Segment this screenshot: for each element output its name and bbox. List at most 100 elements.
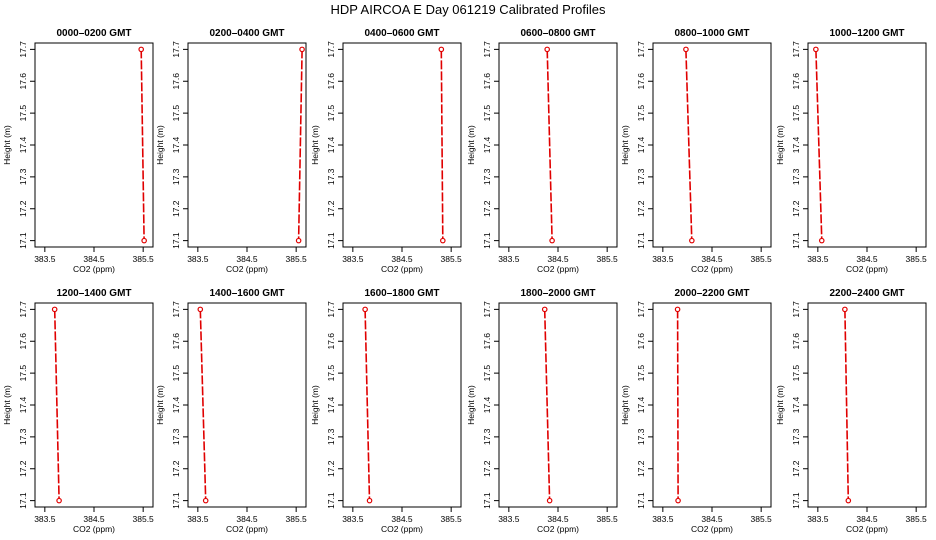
y-tick-label: 17.1	[791, 232, 801, 249]
y-tick-label: 17.5	[326, 365, 336, 382]
y-tick-label: 17.1	[482, 492, 492, 509]
data-point	[683, 46, 689, 53]
y-tick-label: 17.7	[482, 41, 492, 58]
y-tick-label: 17.3	[18, 168, 28, 185]
chart-panel-7: 1200–1400 GMT 383.5 384.5 385.5 17.1 17.2 17.3…	[2, 288, 154, 534]
y-tick-label: 17.7	[171, 301, 181, 318]
data-point	[295, 237, 302, 244]
data-point	[362, 306, 368, 313]
x-tick-label: 385.5	[597, 254, 619, 264]
y-tick-label: 17.4	[791, 396, 801, 413]
x-tick-label: 385.5	[751, 514, 773, 524]
y-tick-label: 17.5	[326, 105, 336, 122]
y-tick-label: 17.4	[326, 136, 336, 153]
y-tick-label: 17.3	[18, 428, 28, 445]
data-point	[842, 306, 848, 313]
y-tick-label: 17.5	[18, 365, 28, 382]
chart-panel-1: 0000–0200 GMT 383.5 384.5 385.5 17.1 17.2 17.3…	[2, 28, 154, 274]
y-tick-label: 17.1	[482, 232, 492, 249]
series-line	[53, 309, 60, 501]
y-tick-label: 17.6	[171, 333, 181, 350]
y-axis-label: Height (m)	[155, 125, 165, 165]
data-point	[141, 237, 147, 244]
plot-frame	[652, 42, 772, 248]
data-point	[544, 46, 550, 53]
x-tick-label: 384.5	[856, 254, 878, 264]
plot-frame	[652, 302, 772, 508]
y-tick-label: 17.7	[18, 301, 28, 318]
y-tick-label: 17.4	[18, 136, 28, 153]
y-tick-label: 17.4	[171, 136, 181, 153]
data-point	[813, 46, 819, 53]
y-tick-label: 17.6	[482, 73, 492, 90]
y-tick-label: 17.2	[18, 200, 28, 217]
data-point	[689, 237, 695, 244]
y-axis-label: Height (m)	[620, 385, 630, 425]
y-tick-label: 17.4	[482, 396, 492, 413]
y-tick-label: 17.4	[482, 136, 492, 153]
x-tick-label: 383.5	[342, 254, 364, 264]
y-tick-label: 17.6	[636, 73, 646, 90]
y-tick-label: 17.6	[636, 333, 646, 350]
x-axis-label: CO2 (ppm)	[537, 264, 579, 274]
series-line	[676, 309, 679, 501]
plot-frame	[187, 42, 307, 248]
x-tick-label: 385.5	[751, 254, 773, 264]
x-tick-label: 385.5	[597, 514, 619, 524]
y-tick-label: 17.2	[171, 200, 181, 217]
y-tick-label: 17.2	[482, 460, 492, 477]
y-tick-label: 17.1	[636, 492, 646, 509]
y-tick-label: 17.7	[482, 301, 492, 318]
panel-title: 1400–1600 GMT	[209, 288, 284, 299]
y-tick-label: 17.4	[171, 396, 181, 413]
plot-frame	[34, 302, 154, 508]
series-line	[199, 309, 207, 501]
panel-title: 2000–2200 GMT	[674, 288, 749, 299]
series-line	[364, 309, 371, 501]
y-tick-label: 17.5	[18, 105, 28, 122]
data-point	[197, 306, 204, 313]
y-tick-label: 17.7	[791, 301, 801, 318]
x-tick-label: 384.5	[547, 514, 569, 524]
plot-frame	[342, 302, 462, 508]
y-tick-label: 17.6	[791, 73, 801, 90]
data-point	[675, 497, 681, 504]
data-point	[138, 46, 145, 53]
plot-frame	[807, 302, 927, 508]
chart-panel-10: 1800–2000 GMT 383.5 384.5 385.5 17.1 17.2 17.3…	[466, 288, 618, 534]
y-tick-label: 17.4	[636, 396, 646, 413]
data-point	[438, 46, 445, 53]
y-tick-label: 17.3	[171, 428, 181, 445]
y-tick-label: 17.2	[326, 200, 336, 217]
x-tick-label: 383.5	[652, 254, 674, 264]
x-tick-label: 383.5	[498, 514, 520, 524]
data-point	[845, 497, 852, 504]
y-tick-label: 17.1	[18, 492, 28, 509]
figure-title: HDP AIRCOA E Day 061219 Calibrated Profi…	[330, 2, 606, 17]
series-line	[140, 49, 145, 241]
x-tick-label: 385.5	[906, 254, 928, 264]
x-axis-label: CO2 (ppm)	[691, 524, 733, 534]
series-line	[685, 49, 693, 241]
data-point	[202, 497, 209, 504]
y-tick-label: 17.3	[326, 168, 336, 185]
chart-panel-9: 1600–1800 GMT 383.5 384.5 385.5 17.1 17.2 17.3…	[310, 288, 462, 534]
panel-title: 0000–0200 GMT	[56, 28, 131, 39]
y-tick-label: 17.1	[636, 232, 646, 249]
x-tick-label: 385.5	[133, 254, 155, 264]
y-axis-label: Height (m)	[2, 125, 12, 165]
plot-frame	[34, 42, 154, 248]
x-axis-label: CO2 (ppm)	[381, 264, 423, 274]
y-tick-label: 17.2	[636, 460, 646, 477]
chart-panel-11: 2000–2200 GMT 383.5 384.5 385.5 17.1 17.2 17.3…	[620, 288, 772, 534]
series-line	[844, 309, 850, 501]
x-tick-label: 384.5	[391, 254, 413, 264]
x-tick-label: 384.5	[83, 514, 105, 524]
y-tick-label: 17.4	[636, 136, 646, 153]
y-tick-label: 17.2	[171, 460, 181, 477]
y-tick-label: 17.5	[636, 365, 646, 382]
y-tick-label: 17.3	[636, 428, 646, 445]
panel-title: 0400–0600 GMT	[364, 28, 439, 39]
y-tick-label: 17.6	[326, 333, 336, 350]
